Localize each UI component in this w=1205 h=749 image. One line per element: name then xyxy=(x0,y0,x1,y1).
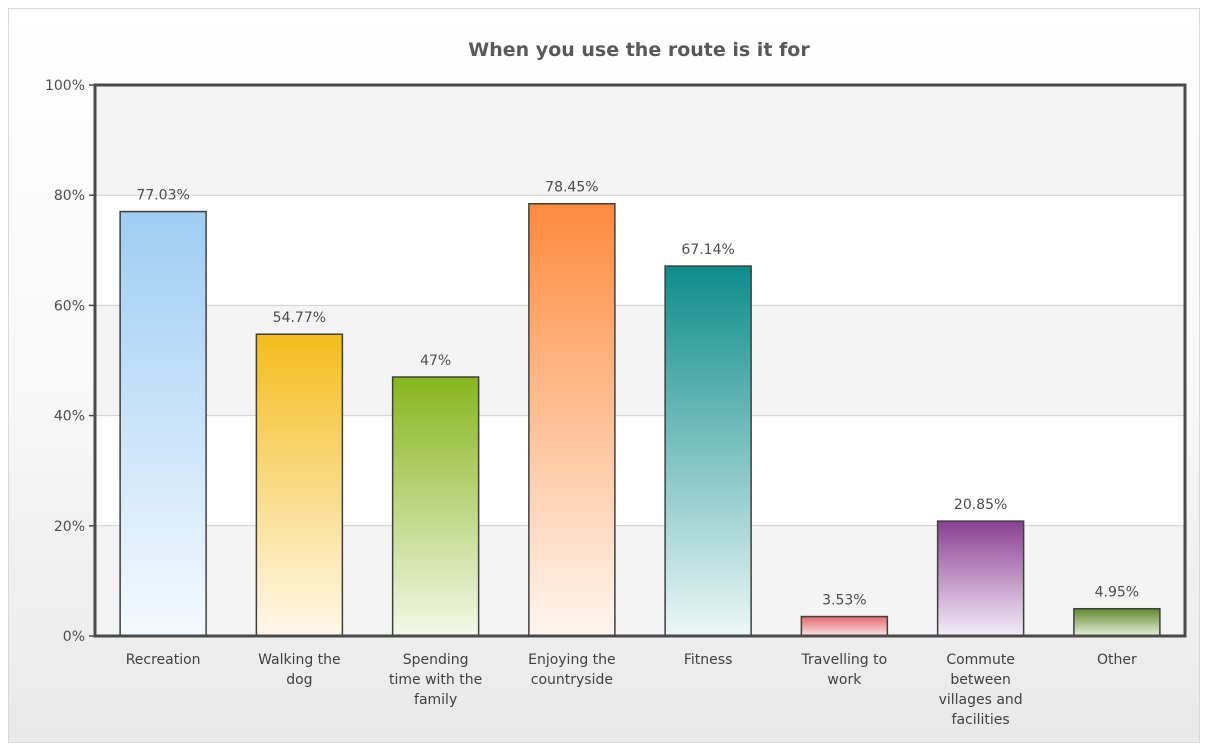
data-label: 20.85% xyxy=(954,497,1007,513)
x-tick-label: Walking the dog xyxy=(258,652,341,688)
x-axis-labels: Recreation Walking the dog Spending time wit… xyxy=(126,652,1137,728)
plot-frame xyxy=(93,83,1187,638)
y-tick-label: 0% xyxy=(63,629,85,645)
bar[interactable] xyxy=(664,265,752,637)
x-tick-label: Travelling to work xyxy=(801,652,888,688)
chart-title: When you use the route is it for xyxy=(468,39,810,61)
y-tick-label: 80% xyxy=(54,188,85,204)
y-axis-ticks: 0% 20% 40% 60% 80% 100% xyxy=(45,78,95,645)
x-tick-label: Enjoying the countryside xyxy=(528,652,616,688)
data-label: 77.03% xyxy=(136,188,189,204)
data-label: 3.53% xyxy=(822,593,866,609)
bar[interactable] xyxy=(391,376,480,637)
bar[interactable] xyxy=(800,615,889,637)
bar[interactable] xyxy=(528,202,616,637)
bar[interactable] xyxy=(936,520,1025,637)
bar[interactable] xyxy=(1073,607,1161,637)
plot-band xyxy=(95,85,1185,196)
x-tick-label: Recreation xyxy=(126,652,201,668)
bar[interactable] xyxy=(119,210,207,637)
value-labels: 77.03% 54.77% 47% 78.45% 67.14% 3.53% 20.85% 4.… xyxy=(136,180,1139,609)
data-label: 4.95% xyxy=(1095,585,1139,601)
bar-chart: When you use the route is it for 0% 20% 40… xyxy=(45,39,1187,728)
y-tick-label: 20% xyxy=(54,519,85,535)
y-tick-label: 100% xyxy=(45,78,85,94)
bars xyxy=(119,202,1161,637)
data-label: 78.45% xyxy=(545,180,598,196)
data-label: 54.77% xyxy=(273,310,326,326)
y-tick-label: 60% xyxy=(54,298,85,314)
data-label: 67.14% xyxy=(681,242,734,258)
x-tick-label: Commute between villages and facilities xyxy=(939,652,1023,728)
chart-container: When you use the route is it for 0% 20% 40… xyxy=(8,8,1200,743)
bar[interactable] xyxy=(255,333,344,637)
x-tick-label: Other xyxy=(1097,652,1137,668)
axes xyxy=(93,83,1187,638)
y-tick-label: 40% xyxy=(54,409,85,425)
data-label: 47% xyxy=(420,353,451,369)
x-tick-label: Spending time with the family xyxy=(389,652,482,708)
x-tick-label: Fitness xyxy=(684,652,733,668)
